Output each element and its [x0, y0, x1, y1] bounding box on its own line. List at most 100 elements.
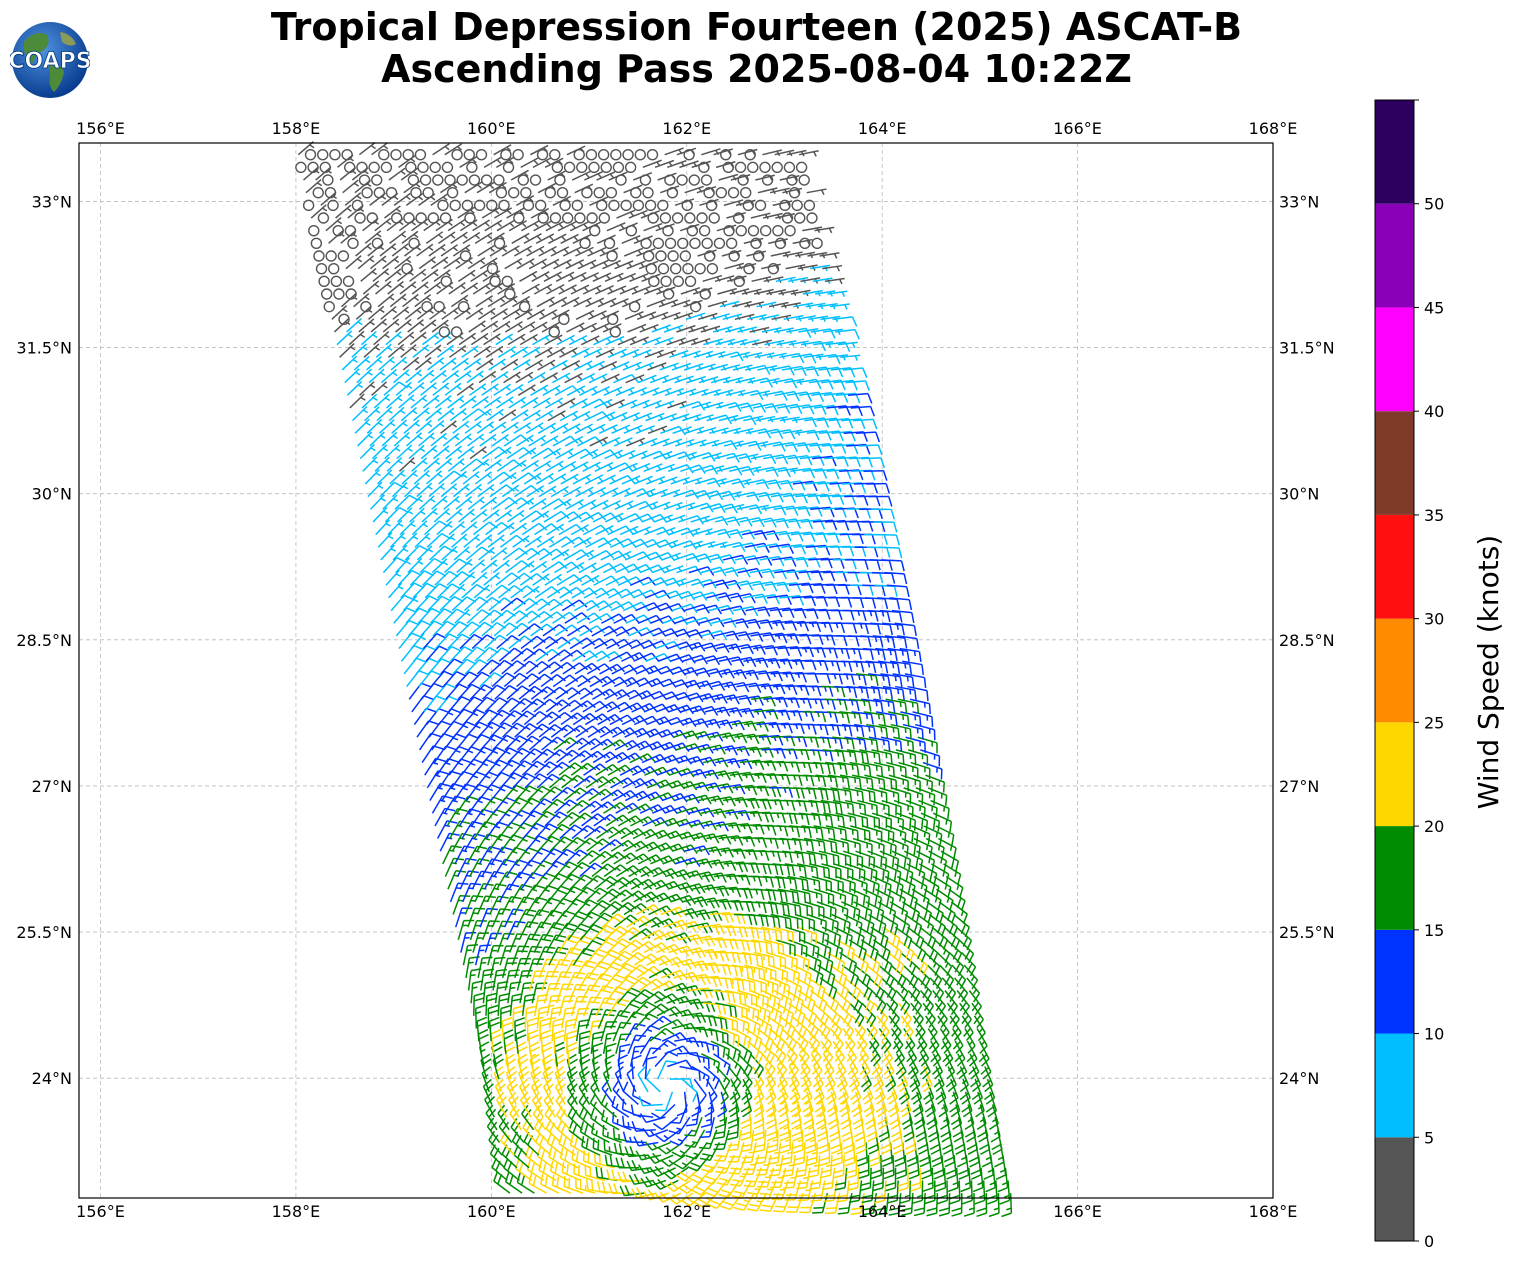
lon-tick-label: 166°E [1053, 1202, 1102, 1221]
wind-barb [718, 1078, 729, 1105]
wind-barb [928, 1116, 940, 1143]
wind-barb [699, 1116, 715, 1139]
wind-barb [681, 1078, 698, 1103]
lat-tick-label: 24°N [32, 1069, 72, 1088]
wind-barb [872, 1167, 885, 1192]
wind-barb [746, 1192, 768, 1212]
wind-barb [647, 1152, 674, 1164]
lat-tick-label: 30°N [1279, 485, 1319, 504]
wind-barb [792, 1129, 804, 1154]
wind-barb [691, 1091, 702, 1117]
wind-barb [640, 1176, 667, 1188]
wind-barb [701, 1154, 723, 1173]
wind-barb [575, 1177, 596, 1194]
wind-barb [621, 1115, 644, 1131]
wind-barb [767, 1129, 779, 1154]
wind-barb [743, 1167, 762, 1188]
wind-barb [567, 1092, 581, 1118]
lon-tick-label: 168°E [1249, 119, 1298, 138]
wind-barb [976, 1193, 988, 1218]
wind-barb [940, 1116, 952, 1143]
lat-tick-label: 30°N [32, 485, 72, 504]
wind-barb [579, 1042, 591, 1067]
wind-barb [642, 1127, 669, 1138]
wind-barb [691, 1065, 710, 1087]
lat-tick-label: 27°N [1279, 777, 1319, 796]
wind-barb [821, 1167, 836, 1191]
wind-barb [689, 1167, 713, 1184]
wind-barb [639, 1113, 666, 1124]
wind-barb [612, 1080, 627, 1105]
wind-barb [655, 1091, 674, 1112]
wind-barb [786, 1192, 804, 1213]
wind-barb [594, 1152, 615, 1169]
wind-barb [542, 1066, 554, 1093]
wind-barb [638, 1095, 663, 1107]
lat-tick-label: 33°N [1279, 192, 1319, 211]
wind-barb [667, 1059, 693, 1070]
lon-tick-label: 168°E [1249, 1202, 1298, 1221]
wind-barb [727, 1066, 742, 1092]
wind-barb [687, 1154, 711, 1172]
wind-barb [716, 1167, 738, 1186]
colorbar-tick-label: 45 [1424, 298, 1444, 317]
colorbar-bin [1375, 100, 1414, 204]
wind-barb [741, 1142, 757, 1164]
wind-barb [551, 1174, 572, 1194]
wind-barb [714, 1154, 735, 1174]
wind-barb [665, 1179, 691, 1193]
colorbar-label: Wind Speed (knots) [1472, 535, 1505, 809]
colorbar-tick-label: 40 [1424, 402, 1444, 421]
wind-barb [538, 1159, 557, 1182]
wind-barb [990, 1116, 1001, 1143]
wind-barb [652, 1178, 679, 1190]
wind-barb [753, 1129, 767, 1153]
wind-barb [579, 1121, 598, 1144]
wind-barb [831, 1142, 843, 1167]
wind-barb [713, 1117, 728, 1140]
wind-barb [793, 1142, 806, 1166]
wind-barb [952, 1116, 964, 1143]
lat-tick-label: 25.5°N [16, 923, 72, 942]
wind-barbs [295, 141, 1013, 1218]
wind-barb [820, 1155, 833, 1179]
lon-tick-label: 158°E [272, 1202, 321, 1221]
wind-barb [938, 1193, 951, 1217]
wind-barb [676, 1091, 688, 1117]
lat-tick-label: 33°N [32, 192, 72, 211]
wind-barb [528, 1172, 547, 1194]
wind-barb [498, 1117, 513, 1143]
wind-barb [671, 1141, 696, 1158]
globe-icon: COAPS [8, 22, 92, 98]
wind-barb [926, 1193, 939, 1217]
wind-barb [685, 1142, 708, 1160]
wind-barb [985, 1167, 996, 1193]
wind-barb [972, 1167, 984, 1193]
wind-barb [713, 1129, 730, 1151]
wind-barb [819, 1142, 831, 1167]
wind-barb [920, 1155, 933, 1180]
wind-barb [910, 1167, 922, 1192]
wind-barb [691, 1179, 716, 1196]
wind-barb [730, 1167, 750, 1187]
lat-labels-right: 33°N 31.5°N 30°N 28.5°N 27°N 25.5°N 24°N [1279, 192, 1335, 1088]
colorbar-bin [1375, 514, 1414, 619]
wind-barb [631, 1121, 656, 1132]
wind-barb [702, 1167, 726, 1185]
colorbar-tick-label: 35 [1424, 506, 1444, 525]
wind-barb [522, 1118, 537, 1143]
wind-barb [630, 1104, 654, 1118]
colorbar-bin [1375, 203, 1414, 308]
wind-barb [977, 1116, 989, 1143]
colorbar-bin [1375, 618, 1414, 723]
wind-barb [853, 1117, 866, 1143]
wind-barb [521, 1104, 535, 1131]
wind-barb [488, 1130, 503, 1156]
wind-barb [896, 1155, 908, 1180]
colorbar-bin [1375, 307, 1414, 412]
coaps-logo: COAPS [8, 20, 92, 100]
wind-barb [652, 1116, 679, 1131]
lon-tick-label: 160°E [467, 1202, 516, 1221]
map-title: Tropical Depression Fourteen (2025) ASCA… [0, 6, 1513, 90]
wind-barb [847, 1167, 860, 1191]
